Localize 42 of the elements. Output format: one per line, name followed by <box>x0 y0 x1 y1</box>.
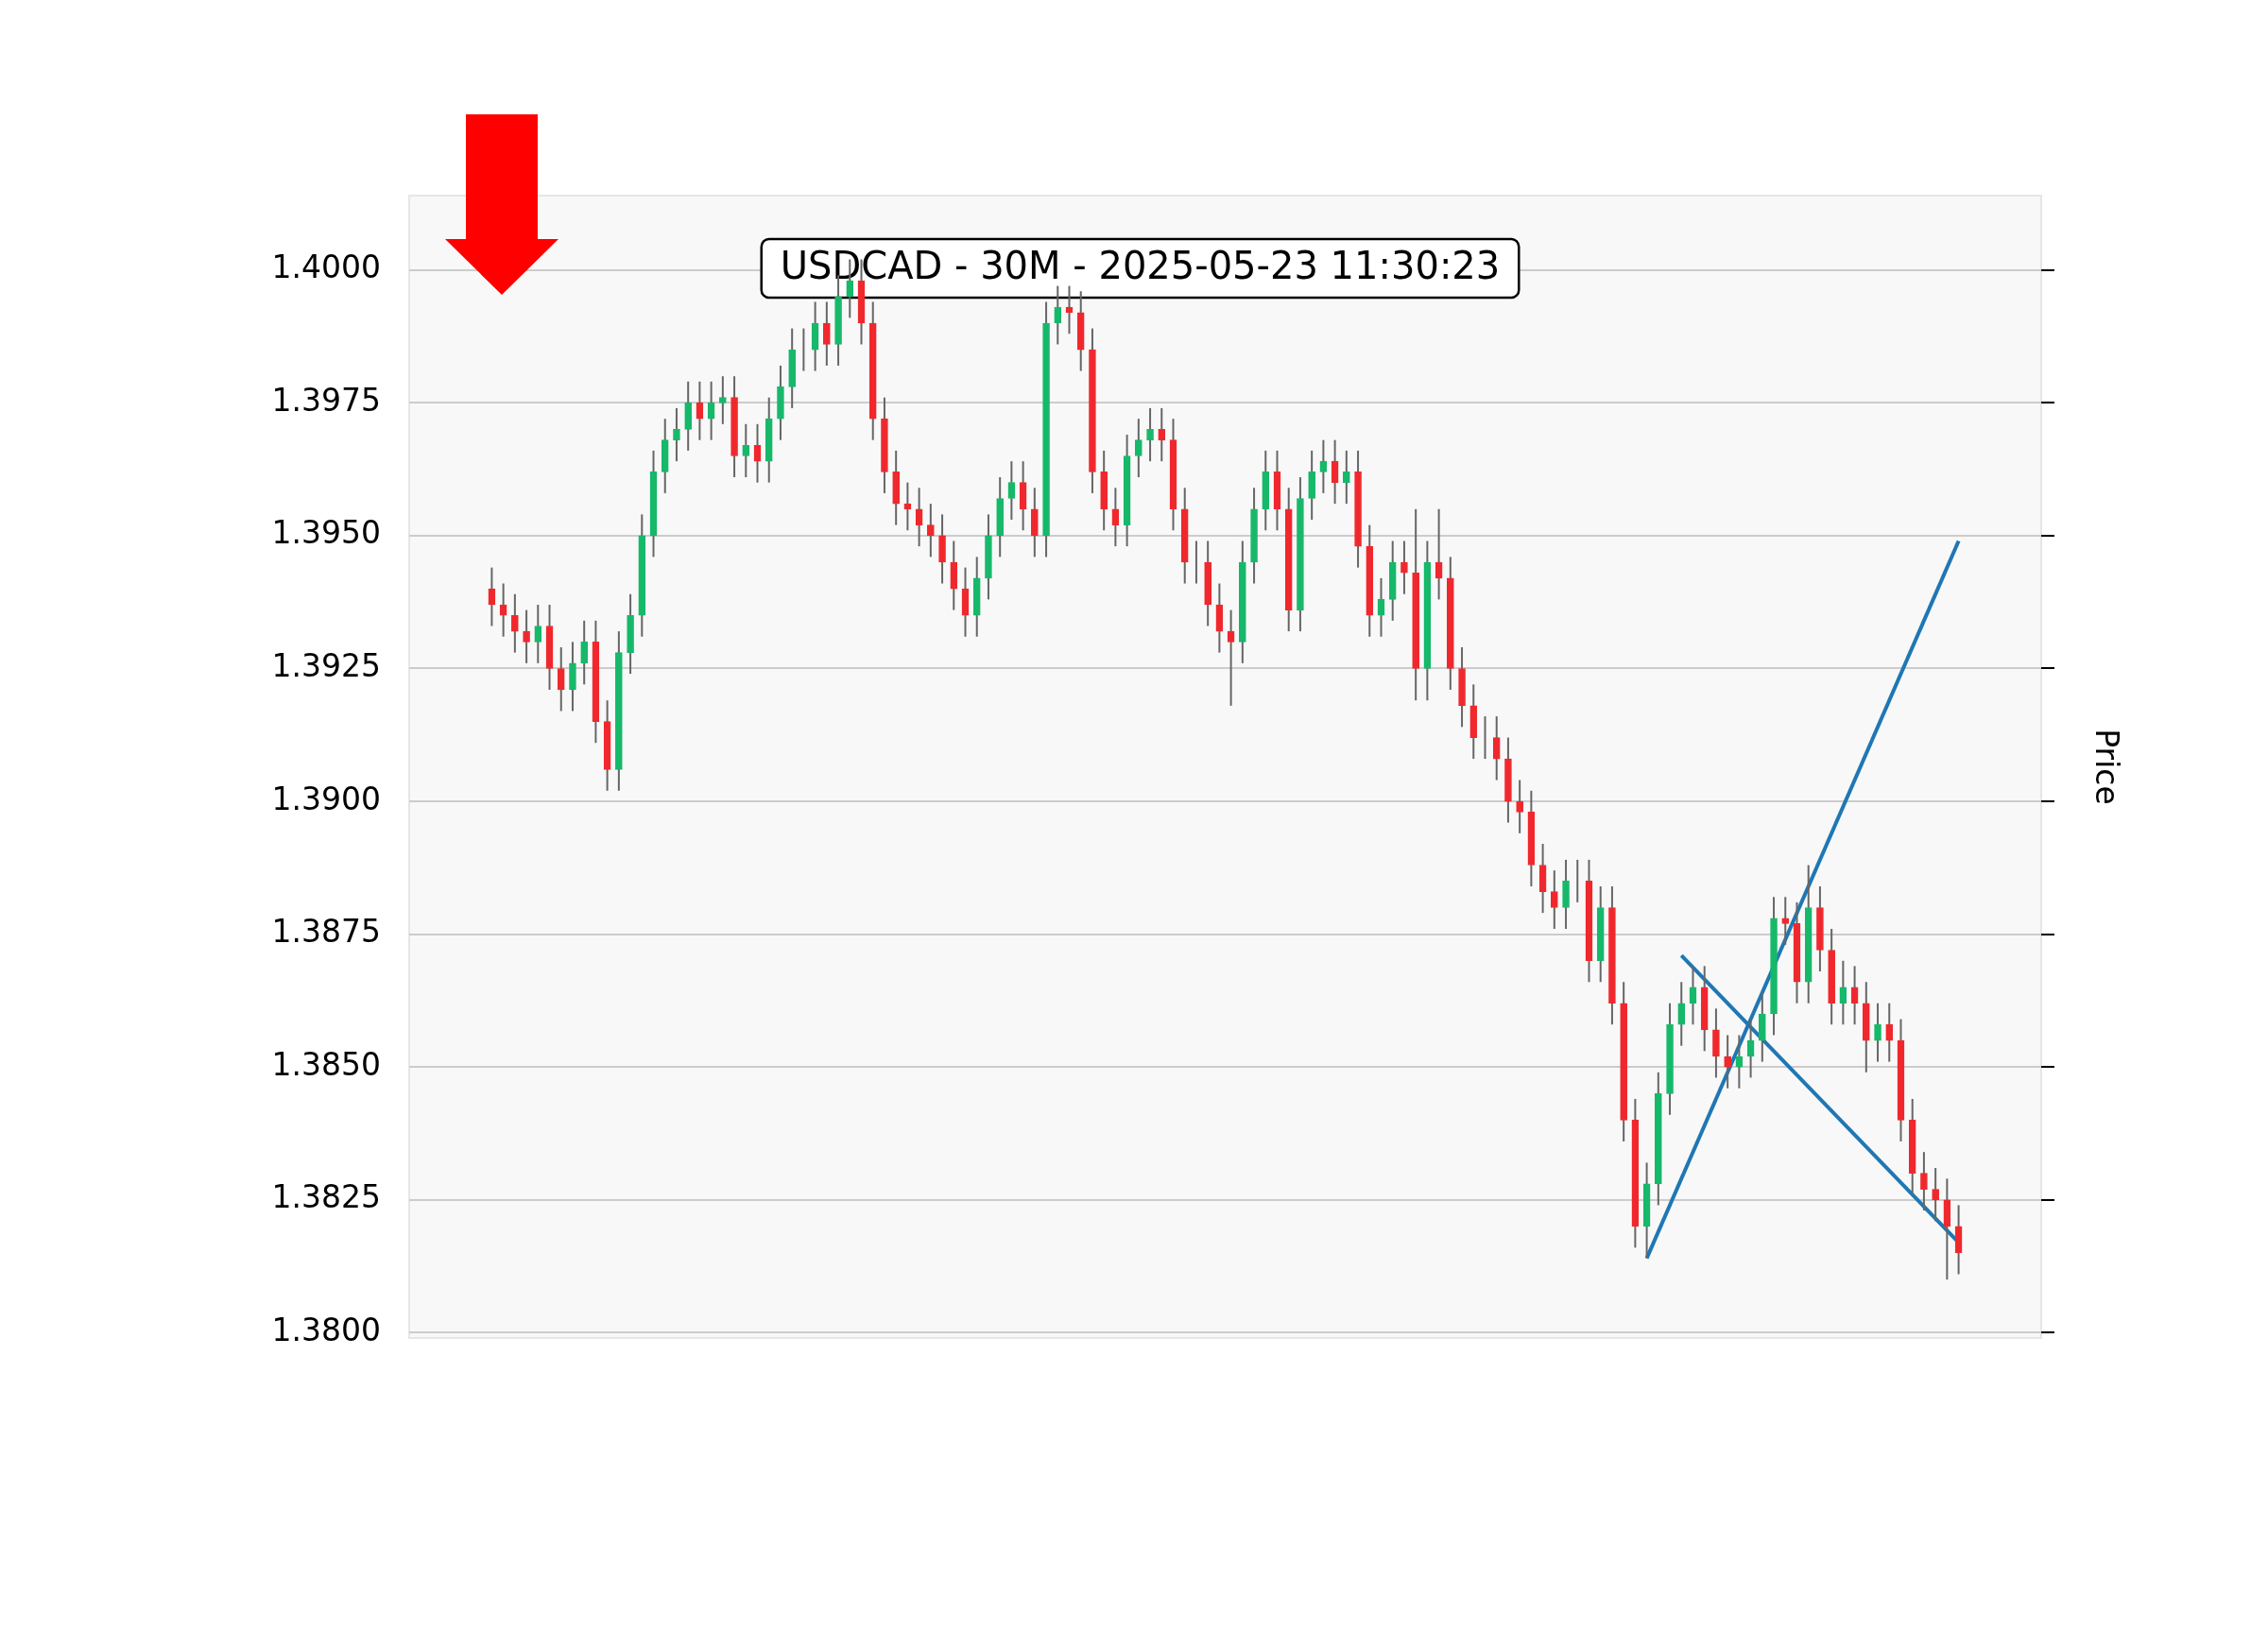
candlestick <box>1677 981 1686 1047</box>
y-tick-label: 1.3825 <box>271 1178 381 1216</box>
y-axis-title: Price <box>2088 729 2125 805</box>
candlestick <box>534 603 542 664</box>
y-tick-label: 1.3950 <box>271 514 381 552</box>
candlestick <box>1492 715 1501 781</box>
candlestick <box>1874 1002 1881 1063</box>
candlestick <box>523 609 530 664</box>
candlestick <box>1111 487 1120 548</box>
candlestick <box>742 422 750 479</box>
candlestick <box>1343 449 1350 506</box>
candlestick <box>557 645 565 712</box>
candlestick <box>1724 1034 1731 1090</box>
candlestick <box>823 300 831 367</box>
candlestick <box>1007 460 1016 522</box>
y-tick-label: 1.3900 <box>271 780 381 817</box>
candlestick <box>1781 896 1790 946</box>
candlestick <box>707 380 715 441</box>
candlestick <box>673 406 680 463</box>
candlestick <box>1146 406 1154 463</box>
y-tick-label: 1.4000 <box>271 249 381 286</box>
y-tick-label: 1.3800 <box>271 1311 381 1348</box>
candlestick <box>1158 406 1166 463</box>
candlestick <box>1135 418 1143 479</box>
candlestick <box>511 592 519 654</box>
candlestick <box>580 619 589 686</box>
candlestick <box>1932 1167 1939 1223</box>
candlestick <box>696 380 704 441</box>
y-tick-label: 1.3975 <box>271 381 381 419</box>
candlestick <box>1054 284 1062 346</box>
candlestick <box>1400 540 1408 595</box>
y-tick-label: 1.3875 <box>271 913 381 951</box>
candlestick <box>915 487 923 548</box>
candlestick <box>1885 1002 1894 1063</box>
y-tick-label: 1.3925 <box>271 647 381 685</box>
candlestick <box>1920 1151 1928 1212</box>
candlestick <box>927 503 935 558</box>
candlestick <box>719 375 727 425</box>
y-tick-label: 1.3850 <box>271 1045 381 1083</box>
candlestick <box>1516 779 1523 834</box>
candlestick <box>1377 576 1385 638</box>
candlestick <box>1550 869 1558 931</box>
